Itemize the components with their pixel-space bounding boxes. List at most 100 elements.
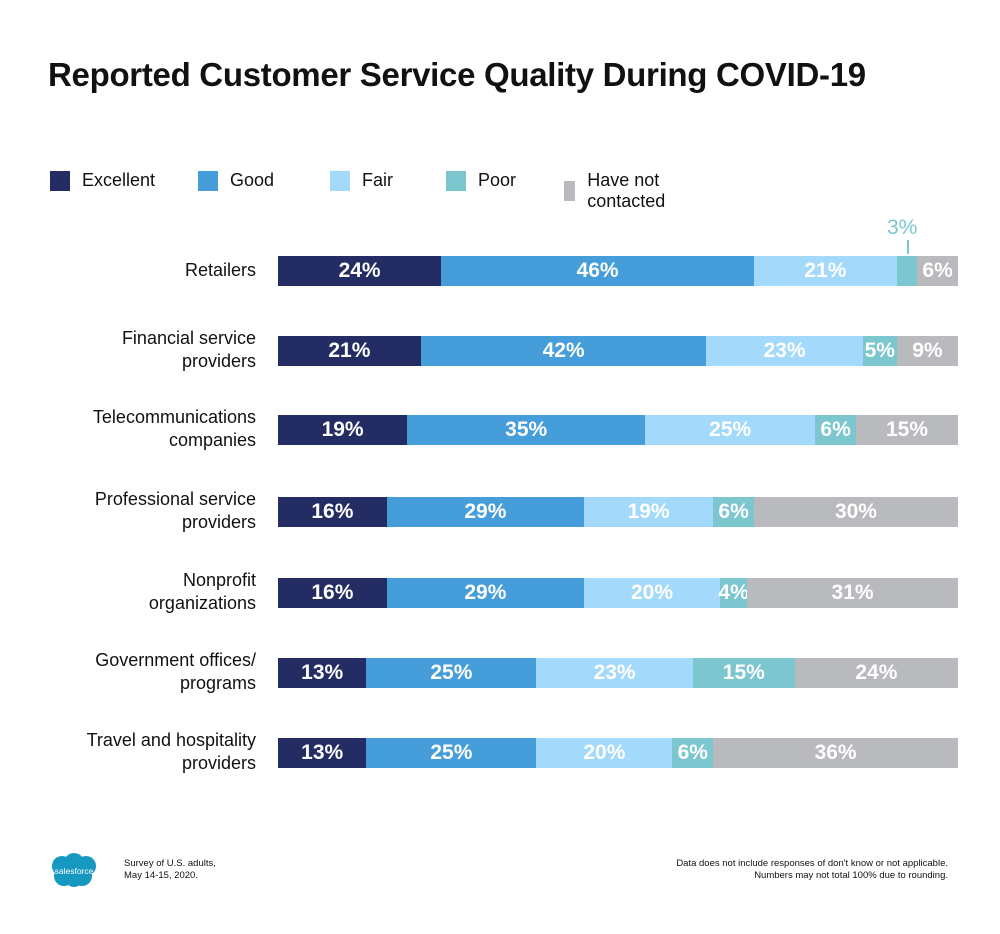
legend-swatch	[198, 170, 218, 191]
bar-segment-excellent: 19%	[278, 415, 408, 445]
data-label: 15%	[722, 661, 765, 684]
salesforce-logo: salesforce	[52, 853, 96, 887]
logo-text: salesforce	[55, 866, 94, 876]
data-label: 6%	[922, 259, 953, 282]
bar-segment-excellent: 13%	[278, 738, 367, 768]
data-label: 6%	[820, 418, 851, 441]
data-label: 15%	[885, 418, 928, 441]
legend-swatch	[446, 170, 466, 191]
callout-line	[907, 240, 909, 254]
data-label: 20%	[630, 581, 673, 604]
bar-segment-have-not-contacted: 15%	[855, 415, 958, 445]
data-label: 24%	[855, 661, 898, 684]
data-label: 24%	[338, 259, 381, 282]
bar-segment-fair: 23%	[536, 658, 693, 688]
data-label: 25%	[430, 661, 473, 684]
data-label: 6%	[718, 500, 749, 523]
bar-row: 16% 29% 20% 4% 31%	[278, 578, 958, 608]
bar-segment-good: 29%	[386, 578, 584, 608]
legend-item: Have not contacted	[564, 170, 674, 212]
data-label: 5%	[864, 339, 895, 362]
legend-item: Fair	[330, 170, 393, 191]
data-label: 25%	[709, 418, 752, 441]
legend-label: Poor	[478, 170, 517, 190]
legend-item: Excellent	[50, 170, 155, 191]
bar-segment-poor: 6%	[713, 497, 754, 527]
data-label: 19%	[321, 418, 364, 441]
data-label: 16%	[311, 581, 354, 604]
category-label-line: providers	[181, 753, 256, 773]
bar-segment-have-not-contacted: 6%	[917, 256, 958, 286]
legend-swatch	[564, 181, 576, 201]
category-label-line: Financial service	[121, 328, 256, 348]
bar-segment-fair: 20%	[583, 578, 720, 608]
bar-segment-good: 46%	[441, 256, 754, 286]
bar-segment-excellent: 24%	[278, 256, 442, 286]
bar-segment-fair: 23%	[706, 336, 863, 366]
bar-segment-have-not-contacted: 30%	[753, 497, 958, 527]
data-label: 4%	[718, 581, 749, 604]
bar-segment-good: 35%	[407, 415, 646, 445]
bar-segment-good: 29%	[386, 497, 584, 527]
data-label: 29%	[464, 500, 507, 523]
data-label: 29%	[464, 581, 507, 604]
data-label: 46%	[576, 259, 619, 282]
data-label: 36%	[814, 741, 857, 764]
source-line: Survey of U.S. adults,	[124, 858, 216, 869]
data-label: 20%	[583, 741, 626, 764]
legend-item: Poor	[446, 170, 516, 191]
category-label: Professional service providers	[95, 488, 256, 534]
data-label: 21%	[804, 259, 847, 282]
bar-row: 19% 35% 25% 6% 15%	[278, 415, 958, 445]
bar-row: 16% 29% 19% 6% 30%	[278, 497, 958, 527]
bar-row: 24% 46% 21% 6%	[278, 256, 958, 286]
data-label: 21%	[328, 339, 371, 362]
category-label-line: providers	[181, 512, 256, 532]
category-label: Government offices/programs	[95, 649, 256, 695]
data-label: 13%	[301, 741, 344, 764]
source-note: Survey of U.S. adults, May 14-15, 2020.	[124, 858, 216, 882]
bar-segment-poor: 15%	[692, 658, 795, 688]
legend-item: Good	[198, 170, 274, 191]
bar-segment-excellent: 13%	[278, 658, 367, 688]
category-label-line: organizations	[148, 593, 256, 613]
bar-segment-poor: 6%	[815, 415, 856, 445]
bar-segment-have-not-contacted: 24%	[794, 658, 958, 688]
callout-label: 3%	[887, 216, 918, 239]
data-note: Data does not include responses of don't…	[676, 858, 948, 882]
category-label-line: Nonprofit	[182, 570, 256, 590]
note-line: Data does not include responses of don't…	[676, 858, 948, 869]
category-label-line: Government offices/	[95, 650, 256, 670]
legend-swatch	[330, 170, 350, 191]
category-label-line: programs	[179, 673, 256, 693]
bar-segment-have-not-contacted: 9%	[896, 336, 958, 366]
category-label: Travel and hospitality providers	[87, 729, 256, 775]
legend-swatch	[50, 170, 70, 191]
bar-segment-fair: 20%	[536, 738, 673, 768]
data-label: 13%	[301, 661, 344, 684]
bar-row: 21% 42% 23% 5% 9%	[278, 336, 958, 366]
data-label: 9%	[912, 339, 943, 362]
legend-label: Excellent	[82, 170, 156, 190]
bar-segment-poor: 6%	[672, 738, 714, 768]
bar-segment-fair: 19%	[583, 497, 714, 527]
data-label: 30%	[834, 500, 877, 523]
note-line: Numbers may not total 100% due to roundi…	[754, 870, 948, 881]
data-label: 35%	[505, 418, 548, 441]
legend-label: Fair	[362, 170, 393, 190]
chart-title: Reported Customer Service Quality During…	[48, 56, 866, 93]
data-label: 23%	[763, 339, 806, 362]
data-label: 25%	[430, 741, 473, 764]
category-label-line: providers	[181, 351, 256, 371]
category-label-line: Telecommunications	[92, 407, 256, 427]
data-label: 19%	[627, 500, 670, 523]
bar-segment-poor: 4%	[718, 578, 749, 608]
bar-row: 13% 25% 20% 6% 36%	[278, 738, 958, 768]
source-line: May 14-15, 2020.	[124, 870, 198, 881]
legend-label: Have not contacted	[587, 170, 666, 211]
data-label: 16%	[311, 500, 354, 523]
bar-segment-have-not-contacted: 31%	[747, 578, 958, 608]
category-label-line: companies	[168, 430, 256, 450]
data-label: 31%	[831, 581, 874, 604]
category-label-line: Professional service	[94, 489, 256, 509]
